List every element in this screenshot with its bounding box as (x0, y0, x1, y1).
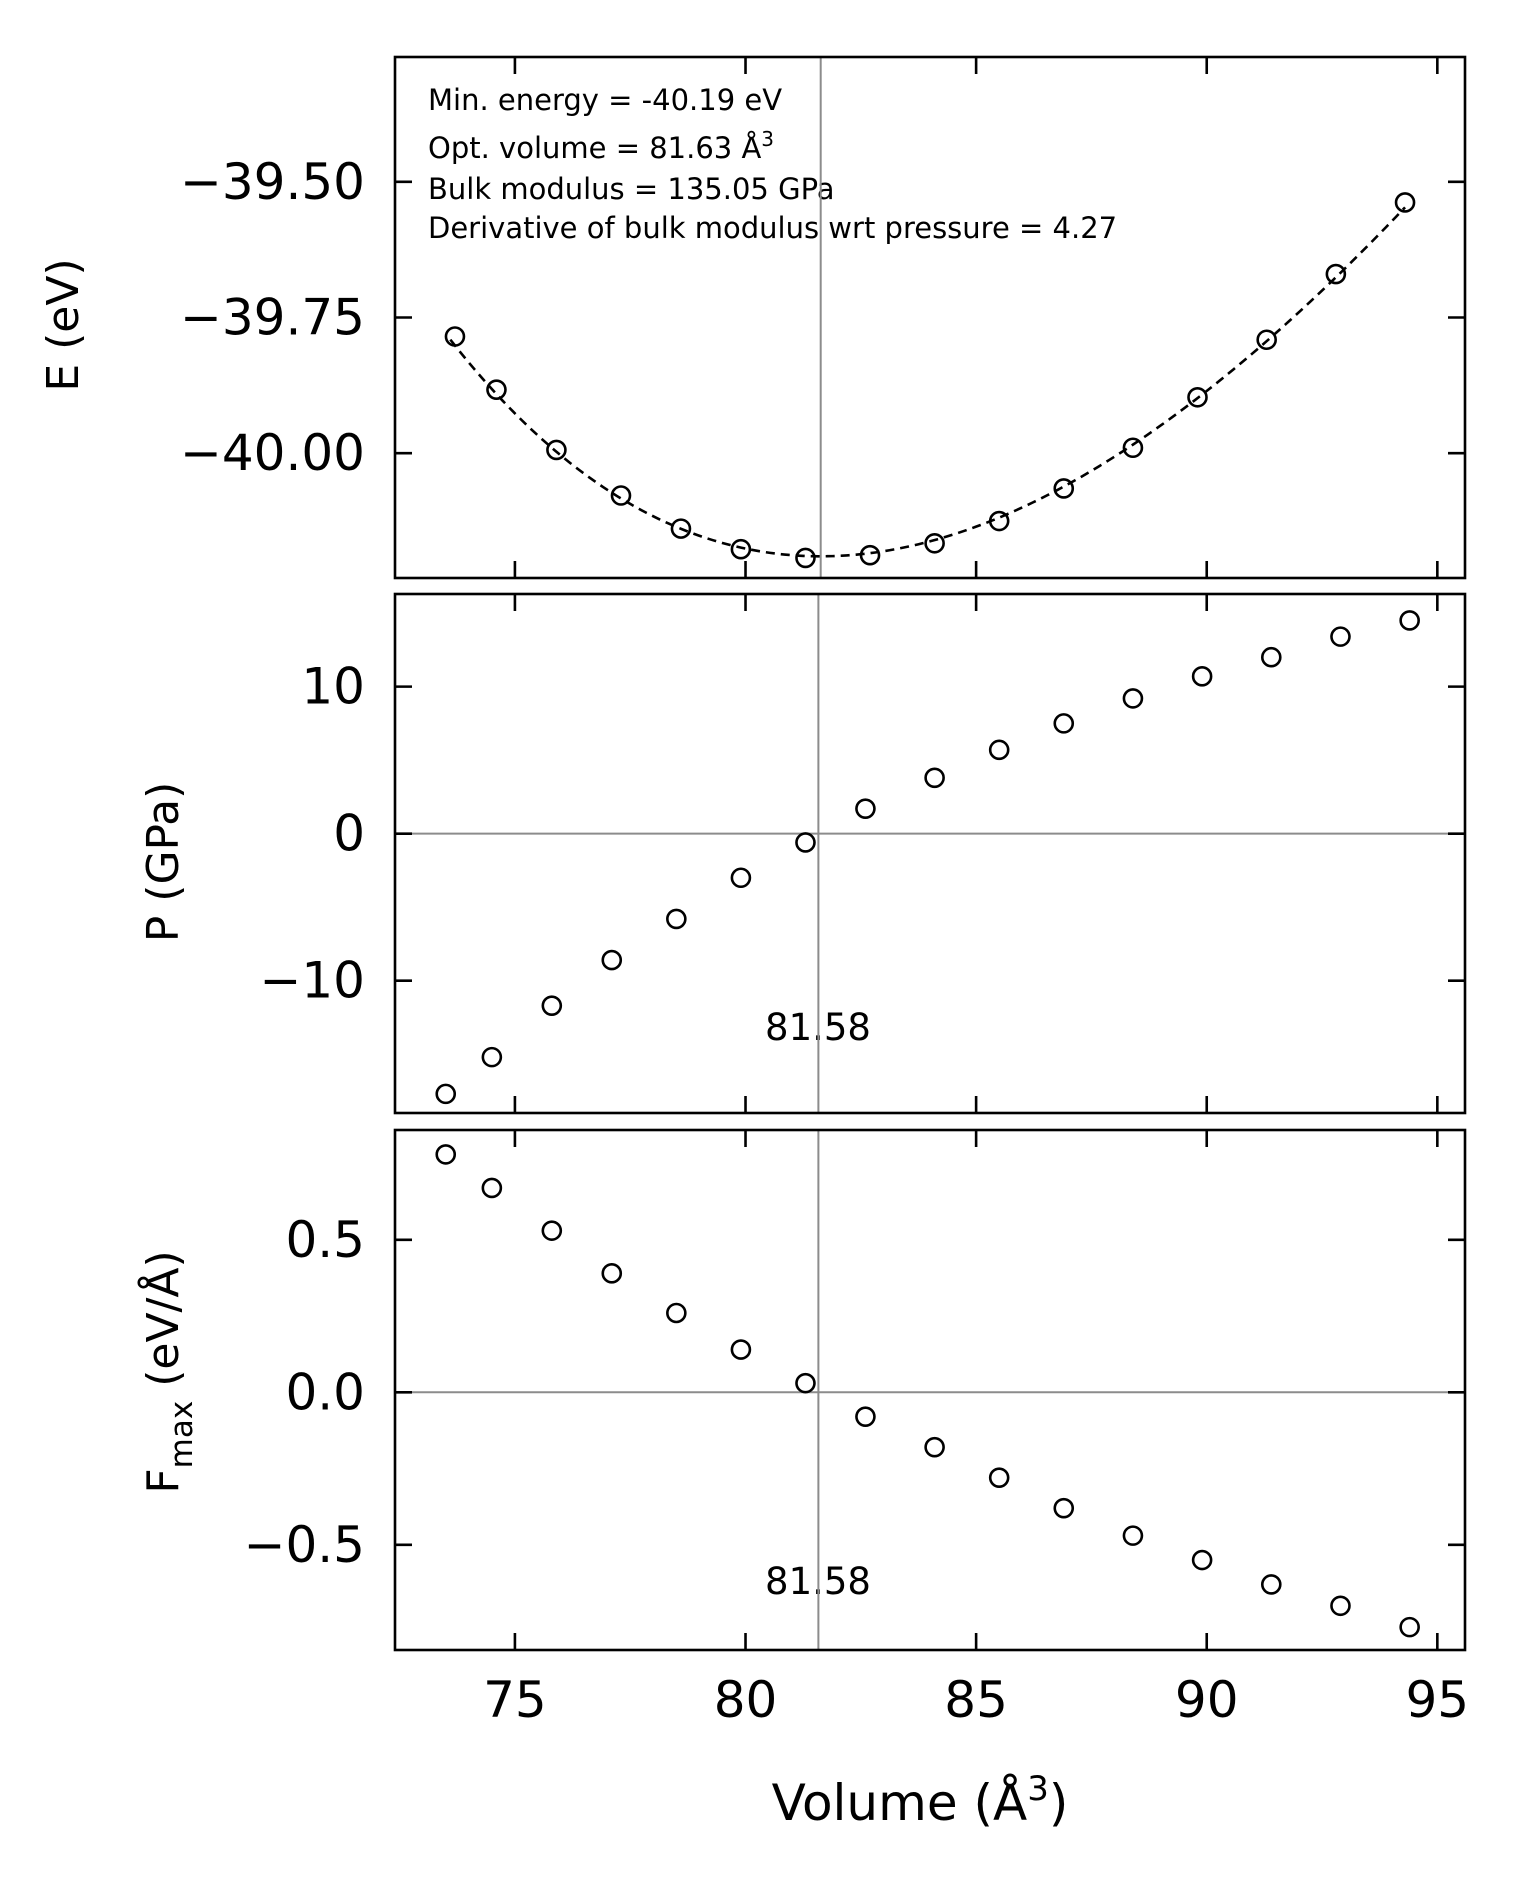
volume-xlabel-superscript: 3 (1027, 1769, 1049, 1809)
pressure-data-point (481, 1046, 503, 1068)
energy-data-point (730, 538, 752, 560)
energy-ytick-label: −39.75 (180, 289, 365, 347)
force-data-point (1330, 1595, 1351, 1617)
force-data-point (795, 1372, 816, 1394)
force-data-point (601, 1263, 623, 1284)
pressure-data-point (795, 832, 816, 853)
min-energy-annotation: Min. energy = -40.19 eV (428, 83, 782, 117)
force-ylabel-unit: (eV/Å) (136, 1250, 189, 1386)
force-ytick-label: 0.5 (285, 1211, 365, 1269)
bulk-modulus-annotation: Bulk modulus = 135.05 GPa (428, 172, 835, 206)
force-data-point (1191, 1549, 1213, 1571)
energy-data-point (924, 532, 945, 554)
energy-panel: E (eV) Min. energy = -40.19 eV Opt. volu… (38, 55, 1467, 580)
opt-volume-annotation: Opt. volume = 81.63 Å3 (428, 127, 774, 165)
energy-ytick-label: −40.00 (180, 424, 365, 482)
pressure-data-point (435, 1083, 457, 1105)
pressure-data-point (988, 739, 1010, 761)
pressure-data-point (1399, 610, 1420, 631)
energy-data-point (1325, 263, 1347, 285)
force-xtick-label: 85 (944, 1671, 1008, 1729)
force-ylabel: Fmax (eV/Å) (136, 1250, 200, 1493)
bulk-derivative-annotation: Derivative of bulk modulus wrt pressure … (428, 211, 1117, 245)
pressure-ytick-label: −10 (259, 952, 365, 1010)
volume-xlabel-end: ) (1049, 1774, 1069, 1832)
force-data-point (988, 1467, 1010, 1488)
pressure-ylabel: P (GPa) (138, 782, 189, 942)
energy-data-point (1122, 437, 1144, 459)
energy-data-point (670, 518, 692, 539)
energy-data-point (610, 485, 632, 506)
pressure-data-point (1122, 688, 1144, 709)
energy-data-point (444, 326, 466, 347)
energy-data-point (795, 547, 816, 569)
pressure-panel: P (GPa) 81.58 100−10 (138, 592, 1467, 1115)
force-ytick-label: −0.5 (244, 1516, 365, 1574)
force-data-point (1399, 1616, 1420, 1638)
volume-xlabel-text: Volume (Å (772, 1774, 1028, 1832)
force-data-point (1260, 1574, 1282, 1595)
energy-data-point (1053, 478, 1075, 499)
pressure-data-point (541, 995, 563, 1016)
pressure-data-point (730, 867, 752, 889)
force-data-point (1122, 1525, 1144, 1546)
force-data-point (1053, 1497, 1075, 1519)
opt-volume-text: Opt. volume = 81.63 Å (428, 131, 761, 165)
energy-data-point (988, 510, 1010, 532)
force-xtick-label: 75 (483, 1671, 547, 1729)
force-ylabel-sub: max (164, 1401, 200, 1469)
force-xtick-label: 95 (1406, 1671, 1470, 1729)
pressure-ytick-label: 0 (333, 805, 365, 863)
force-ytick-label: 0.0 (285, 1363, 365, 1421)
force-axes-frame (393, 1128, 1467, 1652)
energy-data-point (546, 439, 567, 461)
force-xtick-label: 90 (1175, 1671, 1239, 1729)
pressure-data-point (601, 949, 623, 971)
force-ylabel-main: F (138, 1468, 189, 1493)
energy-fit-curve (449, 206, 1406, 558)
force-data-point (541, 1220, 563, 1241)
pressure-data-point (1260, 646, 1282, 668)
volume-xlabel: Volume (Å3) (772, 1769, 1069, 1832)
pressure-data-point (1191, 666, 1213, 687)
energy-data-point (859, 544, 881, 566)
energy-data-point (1256, 329, 1277, 351)
pressure-ytick-label: 10 (301, 658, 365, 716)
force-panel: Fmax(eV/Å) 81.58 Volume (Å3) 0.50.0−0.57… (136, 1128, 1470, 1832)
pressure-data-point (666, 908, 687, 930)
energy-data-point (486, 379, 507, 400)
energy-data-point (1394, 192, 1416, 213)
opt-volume-superscript: 3 (761, 127, 774, 151)
force-data-point (855, 1406, 876, 1427)
energy-ytick-label: −39.50 (180, 153, 365, 211)
energy-ylabel: E (eV) (38, 258, 89, 391)
pressure-data-point (855, 798, 876, 819)
force-data-point (666, 1302, 687, 1324)
force-data-point (730, 1339, 752, 1360)
force-data-point (481, 1177, 503, 1199)
energy-data-point (1187, 386, 1208, 408)
pressure-axes-frame (393, 592, 1467, 1115)
pressure-data-point (1330, 626, 1351, 647)
pressure-data-point (1053, 713, 1075, 734)
pressure-data-point (924, 767, 945, 789)
force-data-point (924, 1436, 945, 1458)
force-xtick-label: 80 (714, 1671, 778, 1729)
force-data-point (435, 1144, 457, 1165)
